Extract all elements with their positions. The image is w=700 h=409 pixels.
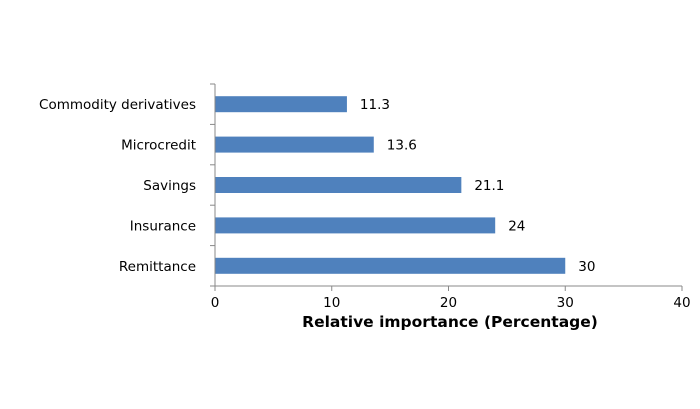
data-label-remittance: 30 — [578, 259, 595, 275]
category-label-microcredit: Microcredit — [121, 138, 196, 154]
x-tick-label: 30 — [557, 295, 574, 311]
x-axis-title: Relative importance (Percentage) — [302, 313, 598, 331]
category-label-savings: Savings — [143, 178, 196, 194]
bar-savings — [215, 177, 462, 193]
x-tick-label: 20 — [440, 295, 457, 311]
bar-microcredit — [215, 136, 374, 153]
bar-remittance — [215, 257, 566, 274]
category-label-insurance: Insurance — [130, 218, 196, 234]
category-label-remittance: Remittance — [119, 259, 196, 275]
data-labels-group: 11.3 13.6 21.1 24 30 — [360, 97, 596, 275]
data-label-insurance: 24 — [508, 218, 525, 234]
x-ticks-group: 0 10 20 30 40 — [210, 83, 691, 311]
x-tick-label: 10 — [323, 295, 340, 311]
category-label-commodity-derivatives: Commodity derivatives — [39, 97, 196, 113]
data-label-microcredit: 13.6 — [387, 138, 417, 154]
bar-commodity-derivatives — [215, 96, 347, 113]
category-labels-group: Commodity derivatives Microcredit Savings I… — [39, 97, 196, 275]
bar-insurance — [215, 217, 496, 234]
data-label-commodity-derivatives: 11.3 — [360, 97, 390, 113]
data-label-savings: 21.1 — [474, 178, 504, 194]
bars-group — [215, 96, 566, 274]
x-tick-label: 0 — [211, 295, 220, 311]
x-tick-label: 40 — [673, 295, 690, 311]
